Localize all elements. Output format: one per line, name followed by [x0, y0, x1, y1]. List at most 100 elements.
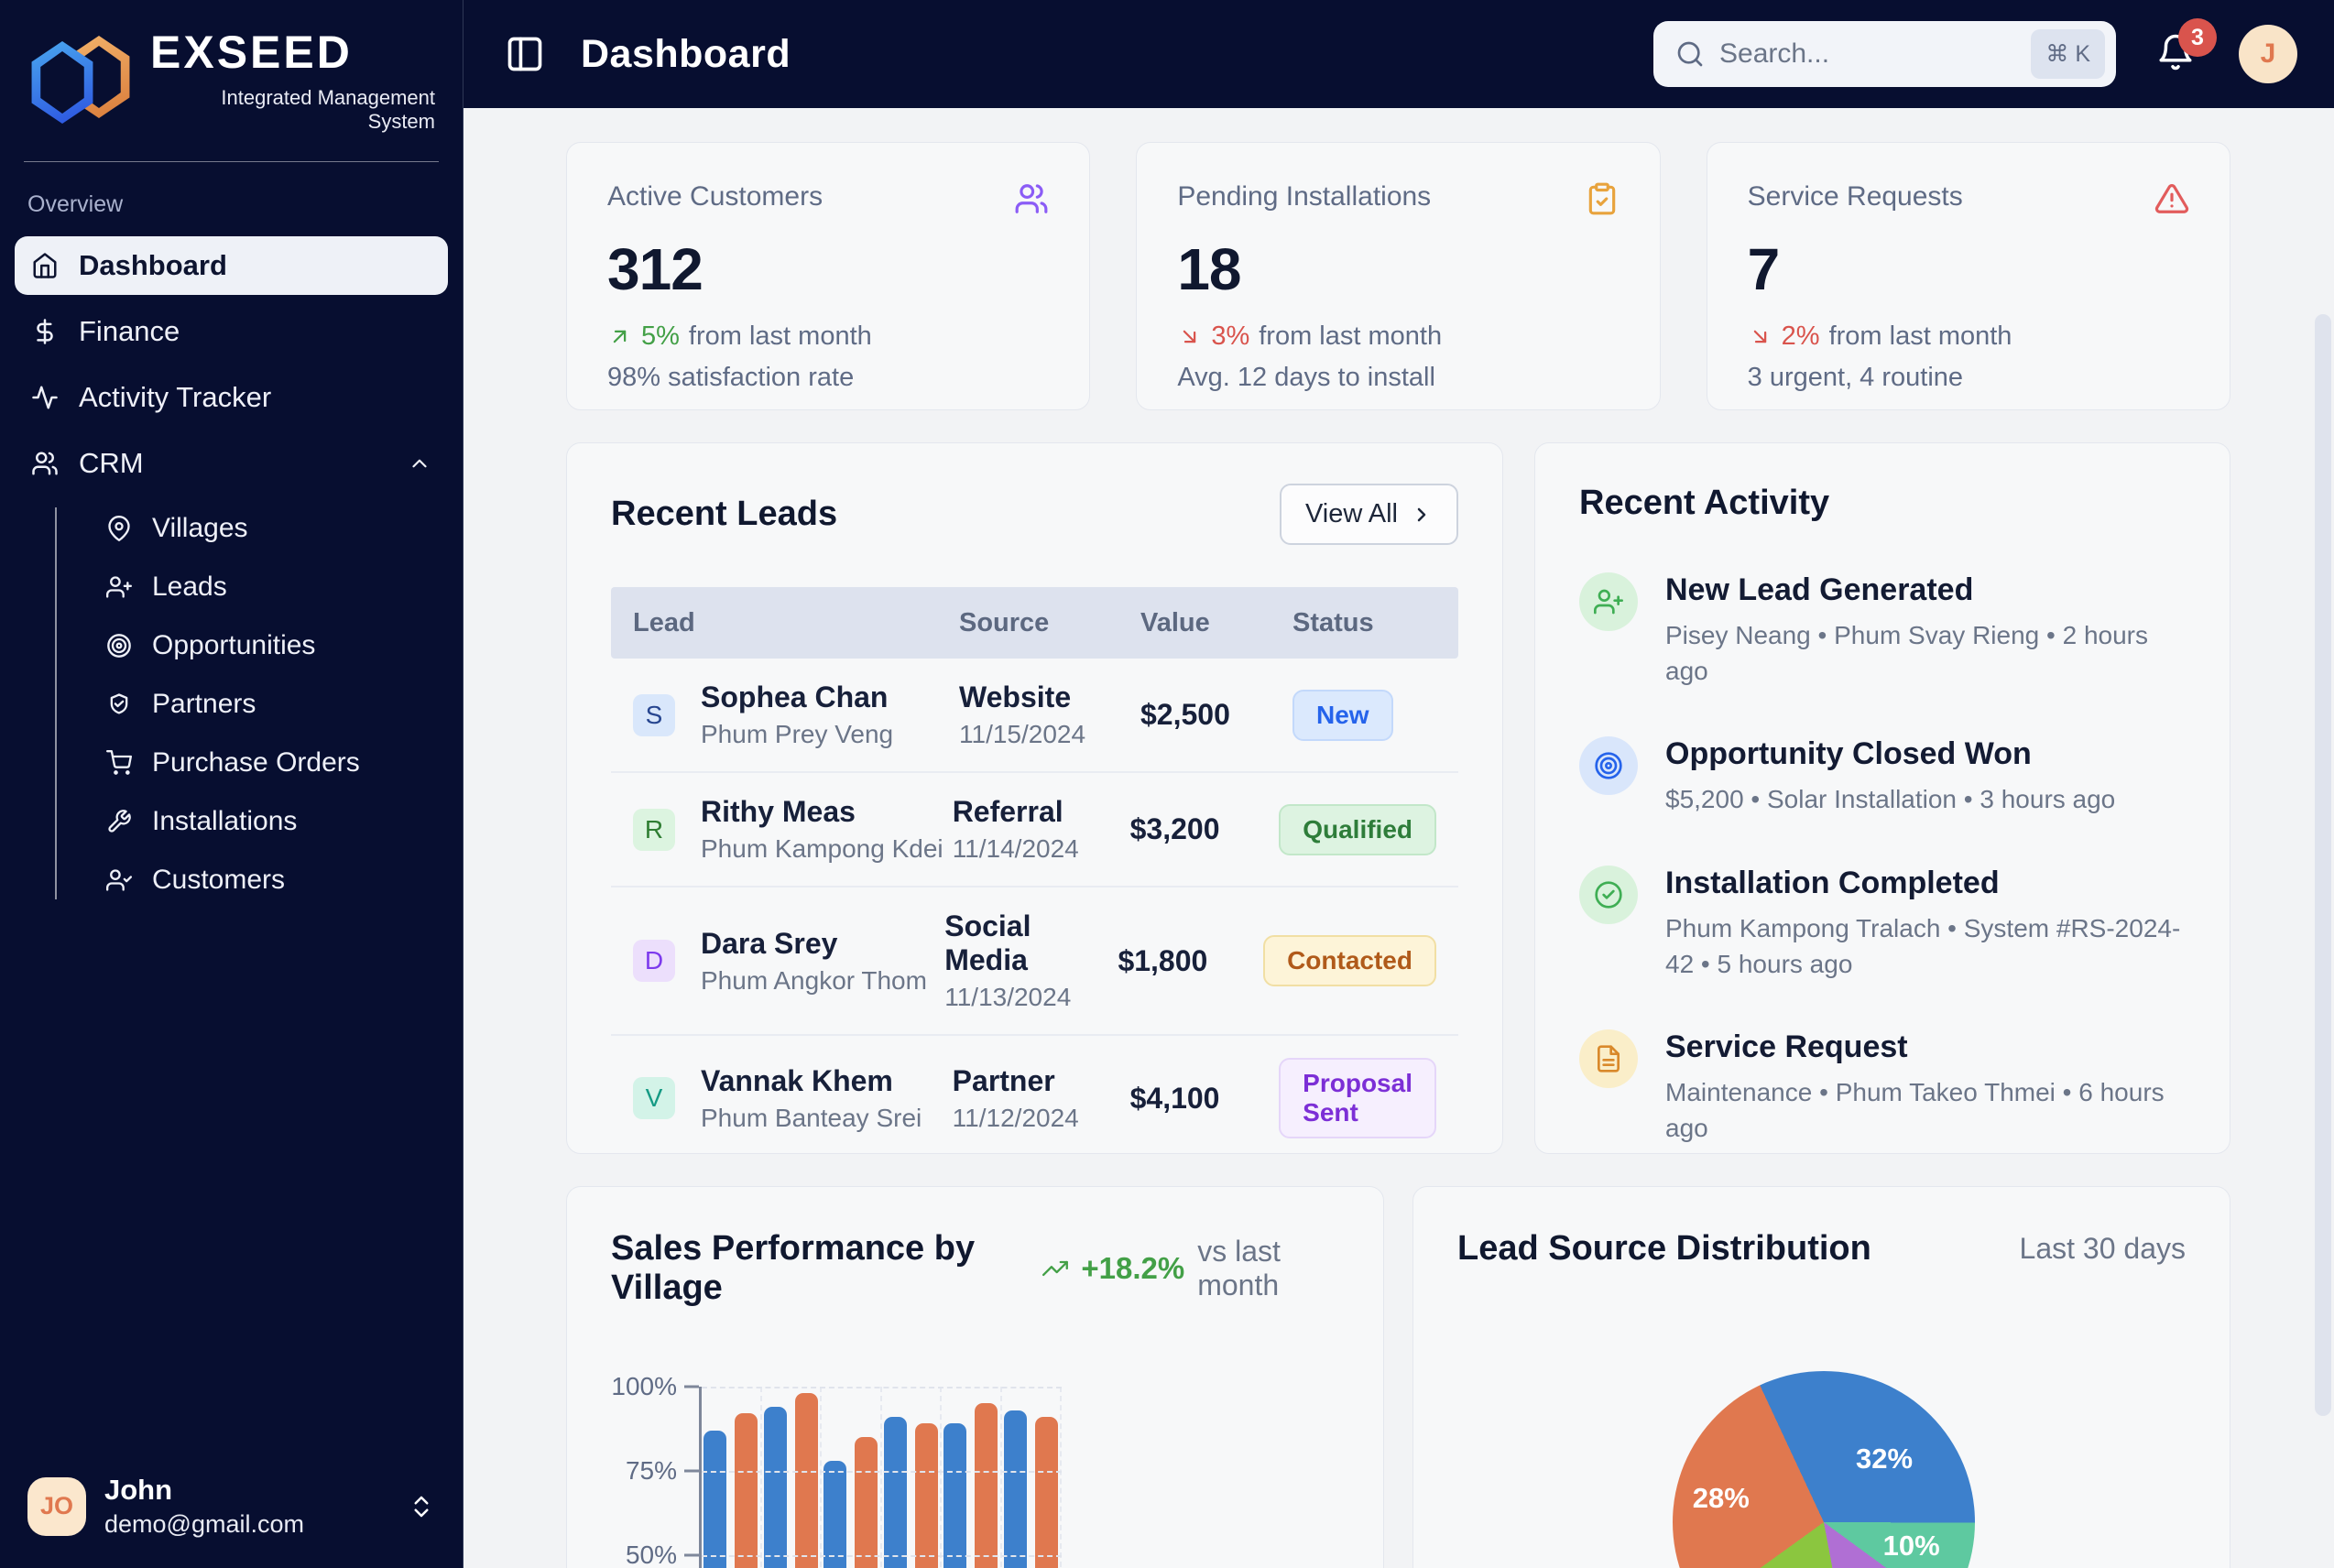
activity-item: Service Request Maintenance • Phum Takeo…: [1579, 1029, 2186, 1146]
chevrons-up-down-icon: [414, 1496, 429, 1517]
lead-value: $4,100: [1129, 1081, 1220, 1115]
stat-title: Pending Installations: [1177, 181, 1432, 212]
lead-avatar: V: [633, 1077, 675, 1119]
topbar: Dashboard ⌘ K 3 J: [464, 0, 2334, 108]
activity-item: Opportunity Closed Won $5,200 • Solar In…: [1579, 736, 2186, 817]
lead-date: 11/15/2024: [959, 720, 1086, 748]
user-plus-icon: [1579, 572, 1638, 631]
lead-avatar: S: [633, 693, 675, 736]
lead-date: 11/12/2024: [952, 1103, 1079, 1132]
arrow-up-right-icon: [613, 330, 627, 343]
lead-row-vannak-khem[interactable]: V Vannak Khem Phum Banteay Srei Partner …: [611, 1036, 1458, 1160]
sidebar-item-label: Villages: [152, 513, 248, 543]
lead-date: 11/13/2024: [944, 983, 1072, 1011]
page-title: Dashboard: [581, 31, 791, 76]
wrench-icon: [108, 810, 131, 833]
activity-detail: Phum Kampong Tralach • System #RS-2024-4…: [1665, 913, 2181, 978]
activity-title: New Lead Generated: [1665, 572, 1974, 607]
lead-avatar: R: [633, 808, 675, 851]
search-shortcut-chip: ⌘ K: [2031, 29, 2105, 79]
stat-card-service-requests: Service Requests 7 2% from last month 3 …: [1706, 142, 2230, 410]
brand-logo: EXSEED Integrated Management System: [27, 26, 435, 134]
notification-badge: 3: [2178, 18, 2217, 57]
stat-card-pending-installations: Pending Installations 18 3% from last mo…: [1136, 142, 1661, 410]
stat-delta: 5%: [641, 321, 680, 351]
sidebar-item-customers[interactable]: Customers: [90, 852, 448, 909]
sidebar-item-activity-tracker[interactable]: Activity Tracker: [15, 368, 448, 427]
sidebar-item-label: Partners: [152, 689, 256, 719]
lead-village: Phum Angkor Thom: [701, 965, 927, 995]
recent-activity-title: Recent Activity: [1579, 484, 1830, 522]
sidebar-item-purchase-orders[interactable]: Purchase Orders: [90, 735, 448, 791]
bar-group: [702, 1387, 762, 1568]
stat-delta-suffix: from last month: [688, 321, 872, 351]
lead-name: Rithy Meas: [701, 795, 856, 828]
stat-delta: 3%: [1211, 321, 1250, 351]
view-all-button[interactable]: View All: [1279, 484, 1458, 545]
notifications-button[interactable]: 3: [2156, 18, 2217, 75]
sidebar-item-villages[interactable]: Villages: [90, 500, 448, 557]
lead-row-dara-srey[interactable]: D Dara Srey Phum Angkor Thom Social Medi…: [611, 887, 1458, 1036]
sidebar-item-leads[interactable]: Leads: [90, 559, 448, 615]
recent-activity-panel: Recent Activity New Lead Generated Pisey…: [1534, 442, 2230, 1270]
map-pin-icon: [108, 516, 130, 541]
lead-name: Dara Srey: [701, 926, 838, 960]
sidebar-header: EXSEED Integrated Management System: [24, 0, 439, 162]
profile-avatar[interactable]: J: [2239, 25, 2297, 83]
lead-name: Vannak Khem: [701, 1063, 893, 1097]
lead-name: Sophea Chan: [701, 681, 889, 713]
status-badge: Proposal Sent: [1279, 1058, 1436, 1138]
activity-detail: Maintenance • Phum Takeo Thmei • 6 hours…: [1665, 1077, 2165, 1143]
nav-section-label: Overview: [27, 191, 124, 217]
users-icon: [1014, 181, 1049, 221]
activity-title: Service Request: [1665, 1029, 1908, 1064]
sidebar-item-opportunities[interactable]: Opportunities: [90, 617, 448, 674]
lead-value: $1,800: [1118, 943, 1208, 977]
bar-group: [882, 1387, 942, 1568]
scrollbar-thumb[interactable]: [2315, 314, 2331, 1416]
lead-village: Phum Kampong Kdei: [701, 834, 943, 863]
sidebar-item-installations[interactable]: Installations: [90, 793, 448, 850]
stat-subtext: 3 urgent, 4 routine: [1747, 363, 1964, 392]
sidebar-item-crm[interactable]: CRM: [15, 434, 448, 493]
user-plus-icon: [106, 576, 132, 598]
bar-group: [822, 1387, 882, 1568]
sidebar-item-dashboard[interactable]: Dashboard: [15, 236, 448, 295]
search-box[interactable]: ⌘ K: [1653, 21, 2116, 87]
home-icon: [33, 253, 57, 278]
status-badge: Qualified: [1279, 803, 1437, 855]
sidebar-item-label: Customers: [152, 865, 286, 895]
sidebar-item-partners[interactable]: Partners: [90, 676, 448, 733]
recent-leads-panel: Recent Leads View All Lead Source Value …: [566, 442, 1503, 1154]
pie-area: 32% 28% 10%: [1457, 1269, 2186, 1568]
stat-subtext: 98% satisfaction rate: [607, 363, 855, 392]
stat-value: 18: [1177, 236, 1241, 302]
sidebar-item-label: CRM: [79, 447, 144, 479]
stat-card-active-customers: Active Customers 312 5% from last month …: [566, 142, 1091, 410]
sidebar-user-menu[interactable]: JO John demo@gmail.com: [0, 1450, 463, 1568]
lead-source: Partner: [952, 1063, 1055, 1097]
sidebar-item-label: Leads: [152, 572, 227, 602]
sidebar-item-finance[interactable]: Finance: [15, 302, 448, 361]
clipboard-check-icon: [1585, 181, 1620, 221]
leads-table-header: Lead Source Value Status: [611, 587, 1458, 659]
trend-percent: +18.2%: [1081, 1251, 1185, 1285]
lead-source: Website: [959, 681, 1072, 713]
user-check-icon: [106, 869, 132, 891]
lead-avatar: D: [633, 940, 675, 982]
stat-delta: 2%: [1781, 321, 1820, 351]
activity-title: Opportunity Closed Won: [1665, 736, 2032, 772]
search-input[interactable]: [1719, 38, 2017, 70]
pie-chart-title: Lead Source Distribution: [1457, 1229, 1871, 1268]
pie-slice-label: 10%: [1882, 1530, 1940, 1563]
lead-row-sophea-chan[interactable]: S Sophea Chan Phum Prey Veng Website 11/…: [611, 659, 1458, 773]
stat-value: 312: [607, 236, 703, 302]
arrow-down-right-icon: [1753, 330, 1766, 343]
y-axis: 100% 75% 50%: [611, 1372, 699, 1568]
sidebar-toggle-button[interactable]: [504, 33, 546, 75]
bar-group: [762, 1387, 822, 1568]
lead-row-rithy-meas[interactable]: R Rithy Meas Phum Kampong Kdei Referral …: [611, 773, 1458, 887]
lead-value: $2,500: [1140, 698, 1230, 731]
lead-source: Referral: [952, 795, 1063, 828]
sidebar: EXSEED Integrated Management System Over…: [0, 0, 464, 1568]
